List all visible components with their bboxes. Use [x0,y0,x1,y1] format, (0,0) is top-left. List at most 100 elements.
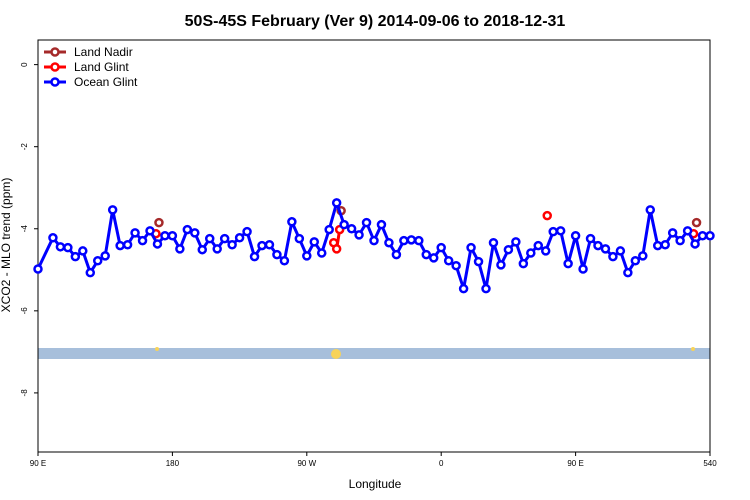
point [466,242,476,253]
point [122,240,133,250]
point [70,251,81,262]
point [339,219,349,230]
point [107,205,118,215]
point [100,251,110,261]
point [697,230,708,241]
point [130,228,140,238]
point [287,217,297,227]
point [638,251,648,261]
point [585,233,596,244]
point [563,258,573,269]
point [691,217,702,228]
point [324,224,334,235]
point [272,249,282,260]
point [154,217,164,228]
point [526,248,536,258]
point [473,256,484,267]
point [219,233,230,244]
point [182,224,193,235]
point [615,246,626,256]
point [361,217,372,228]
point [33,264,43,274]
x-tick-label: 180 [166,459,180,468]
point [294,233,305,244]
point [85,267,96,278]
x-tick-label: 90 E [30,459,46,468]
point [443,256,454,266]
strip-marker [331,349,341,359]
point [705,230,715,241]
point [496,260,506,270]
point [428,253,439,263]
point [391,249,402,260]
legend-label: Land Glint [74,60,129,74]
surface-strip [38,348,710,359]
point [518,258,529,269]
point [690,239,700,249]
point [302,251,312,261]
strip-marker [155,347,159,351]
point [578,264,588,274]
y-axis-label: XCO2 - MLO trend (ppm) [0,178,13,313]
point [249,251,260,262]
x-tick-label: 540 [703,459,717,468]
point [414,235,424,246]
point [190,228,200,238]
point [593,240,603,251]
point [675,235,685,246]
point [264,240,275,250]
y-tick-label: -2 [20,143,29,151]
point [542,210,552,221]
point [481,283,491,294]
strip-marker [691,347,695,351]
point [55,242,66,252]
point [503,244,514,255]
point [667,228,678,238]
point [369,235,379,246]
point [608,251,618,262]
x-tick-label: 90 E [567,459,583,468]
point [600,244,611,254]
point [421,249,432,260]
point [204,233,215,244]
point [242,226,252,237]
legend-marker [50,62,60,72]
y-tick-label: -4 [20,225,29,233]
legend-label: Ocean Glint [74,75,138,89]
point [331,198,342,208]
legend-marker [50,47,60,57]
plot-frame [37,39,711,453]
point [623,267,633,278]
point [197,244,208,255]
point [488,237,499,248]
point [175,244,185,254]
point [652,240,663,251]
x-tick-label: 90 W [297,459,316,468]
point [48,233,58,243]
point [376,219,387,230]
point [406,235,417,245]
point [316,248,327,258]
point [555,226,566,236]
point [660,240,670,250]
point [384,237,394,248]
point [458,283,469,294]
point [354,230,364,240]
point [682,226,693,236]
point [548,226,558,237]
point [257,240,267,251]
y-tick-label: -8 [20,389,29,397]
point [137,235,148,246]
point [533,240,544,251]
x-axis-label: Longitude [349,477,402,491]
point [279,256,290,266]
y-tick-label: 0 [20,62,29,67]
point [399,235,409,246]
y-tick-label: -6 [20,307,29,315]
point [346,224,357,234]
point [152,239,163,249]
point [167,230,178,241]
point [78,246,88,256]
point [160,230,170,241]
